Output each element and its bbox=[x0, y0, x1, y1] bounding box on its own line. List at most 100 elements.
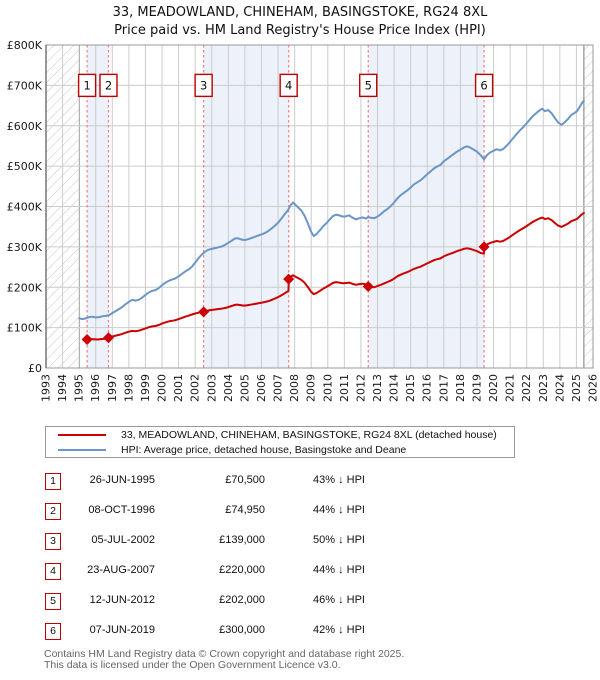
sale-badge-number: 1 bbox=[83, 78, 90, 92]
x-tick-label: 2019 bbox=[470, 374, 483, 402]
hpi-line bbox=[78, 99, 585, 321]
x-tick-label: 2004 bbox=[222, 374, 235, 402]
legend-label-hpi: HPI: Average price, detached house, Basi… bbox=[121, 443, 407, 456]
sale-price: £202,000 bbox=[219, 594, 265, 606]
x-tick-label: 2023 bbox=[537, 374, 550, 402]
sale-badge-number: 6 bbox=[480, 78, 487, 92]
table-row: 1 26-JUN-1995 £70,500 43% ↓ HPI bbox=[44, 471, 584, 491]
x-tick-label: 1998 bbox=[122, 374, 135, 402]
x-tick-label: 2013 bbox=[371, 374, 384, 402]
x-tick-label: 2008 bbox=[288, 374, 301, 402]
sale-vs-hpi: 44% ↓ HPI bbox=[313, 564, 365, 576]
x-tick-label: 2009 bbox=[305, 374, 318, 402]
x-tick-label: 2000 bbox=[156, 374, 169, 402]
sale-number-badge: 2 bbox=[45, 503, 61, 520]
license-line2: This data is licensed under the Open Gov… bbox=[44, 658, 341, 671]
sale-badge-number: 5 bbox=[365, 78, 372, 92]
x-tick-label: 2016 bbox=[421, 374, 434, 402]
x-tick-label: 2017 bbox=[437, 374, 450, 402]
sale-price: £74,950 bbox=[225, 504, 265, 516]
sale-date: 08-OCT-1996 bbox=[88, 504, 155, 516]
x-tick-label: 2002 bbox=[189, 374, 202, 402]
x-tick-label: 1999 bbox=[139, 374, 152, 402]
x-tick-label: 2006 bbox=[255, 374, 268, 402]
y-tick-label: £800K bbox=[7, 39, 43, 52]
sale-number-badge: 5 bbox=[45, 593, 61, 610]
sale-point-diamond bbox=[102, 332, 114, 344]
sale-date: 07-JUN-2019 bbox=[89, 624, 155, 636]
sale-badge-number: 2 bbox=[105, 78, 112, 92]
chart-legend: 33, MEADOWLAND, CHINEHAM, BASINGSTOKE, R… bbox=[45, 426, 515, 458]
legend-item-price-paid: 33, MEADOWLAND, CHINEHAM, BASINGSTOKE, R… bbox=[46, 429, 514, 441]
x-tick-label: 1994 bbox=[56, 374, 69, 402]
x-tick-label: 1995 bbox=[73, 374, 86, 402]
x-tick-label: 2001 bbox=[172, 374, 185, 402]
sale-badge-box bbox=[474, 73, 494, 98]
sale-vs-hpi: 44% ↓ HPI bbox=[313, 504, 365, 516]
page-title: 33, MEADOWLAND, CHINEHAM, BASINGSTOKE, R… bbox=[112, 5, 488, 20]
sale-number-badge: 4 bbox=[45, 563, 61, 580]
sale-point-diamond bbox=[283, 273, 295, 285]
x-tick-label: 2003 bbox=[205, 374, 218, 402]
table-row: 6 07-JUN-2019 £300,000 42% ↓ HPI bbox=[44, 621, 584, 641]
sale-vs-hpi: 43% ↓ HPI bbox=[313, 474, 365, 486]
sale-price: £220,000 bbox=[219, 564, 265, 576]
sale-vs-hpi: 50% ↓ HPI bbox=[313, 534, 365, 546]
sale-badge-number: 3 bbox=[200, 78, 207, 92]
sale-vs-hpi: 46% ↓ HPI bbox=[313, 594, 365, 606]
sale-date: 12-JUN-2012 bbox=[89, 594, 155, 606]
sale-badge-box bbox=[359, 73, 378, 98]
x-tick-label: 1993 bbox=[40, 374, 53, 402]
sale-number-badge: 6 bbox=[45, 623, 61, 640]
sale-number-badge: 1 bbox=[45, 473, 61, 490]
legend-item-hpi: HPI: Average price, detached house, Basi… bbox=[46, 444, 514, 456]
sale-price: £300,000 bbox=[219, 624, 265, 636]
hpi-line-sample bbox=[58, 448, 106, 451]
price-chart: 1 2 3 4 5 6 £0 £100K £200K £300K £400K £500K £600K £7… bbox=[7, 39, 600, 402]
x-tick-label: 2014 bbox=[388, 374, 401, 402]
y-tick-label: £200K bbox=[7, 281, 43, 294]
license-line1: Contains HM Land Registry data © Crown c… bbox=[44, 648, 405, 660]
table-row: 4 23-AUG-2007 £220,000 44% ↓ HPI bbox=[44, 561, 584, 581]
sale-badge-number: 4 bbox=[285, 78, 292, 92]
price-paid-line bbox=[86, 211, 585, 341]
y-tick-label: £500K bbox=[7, 160, 43, 173]
table-row: 2 08-OCT-1996 £74,950 44% ↓ HPI bbox=[44, 501, 584, 521]
sale-badge-box bbox=[194, 73, 213, 98]
x-tick-label: 2012 bbox=[354, 374, 367, 402]
sale-date: 05-JUL-2002 bbox=[91, 534, 155, 546]
license-note: Contains HM Land Registry data © Crown c… bbox=[44, 649, 404, 671]
sale-date: 23-AUG-2007 bbox=[87, 564, 155, 576]
grid bbox=[45, 44, 594, 369]
x-tick-label: 1997 bbox=[106, 374, 119, 402]
y-tick-label: £600K bbox=[7, 120, 43, 133]
sale-price: £70,500 bbox=[225, 474, 265, 486]
sale-point-diamond bbox=[362, 280, 374, 292]
legend-label-price-paid: 33, MEADOWLAND, CHINEHAM, BASINGSTOKE, R… bbox=[121, 428, 497, 441]
y-tick-label: £100K bbox=[7, 322, 43, 335]
table-row: 5 12-JUN-2012 £202,000 46% ↓ HPI bbox=[44, 591, 584, 611]
x-tick-label: 2021 bbox=[504, 374, 517, 402]
x-tick-label: 2022 bbox=[520, 374, 533, 402]
y-tick-label: £0 bbox=[28, 362, 42, 375]
x-tick-label: 2025 bbox=[570, 374, 583, 402]
x-tick-label: 2015 bbox=[404, 374, 417, 402]
x-tick-label: 2026 bbox=[587, 374, 600, 402]
sale-point-diamond bbox=[478, 241, 490, 253]
sale-badge-box bbox=[77, 73, 97, 98]
sale-badge-box bbox=[99, 73, 118, 98]
x-tick-label: 2011 bbox=[338, 374, 351, 402]
sale-badge-box bbox=[279, 73, 298, 98]
y-tick-label: £300K bbox=[7, 241, 43, 254]
sale-vs-hpi: 42% ↓ HPI bbox=[313, 624, 365, 636]
x-tick-label: 2018 bbox=[454, 374, 467, 402]
x-tick-label: 1996 bbox=[89, 374, 102, 402]
x-tick-label: 2024 bbox=[553, 374, 566, 402]
sale-price: £139,000 bbox=[219, 534, 265, 546]
y-tick-label: £700K bbox=[7, 79, 43, 92]
sale-number-badge: 3 bbox=[45, 533, 61, 550]
sale-date: 26-JUN-1995 bbox=[89, 474, 155, 486]
sale-point-diamond bbox=[198, 306, 210, 318]
x-tick-label: 2010 bbox=[321, 374, 334, 402]
x-tick-label: 2020 bbox=[487, 374, 500, 402]
